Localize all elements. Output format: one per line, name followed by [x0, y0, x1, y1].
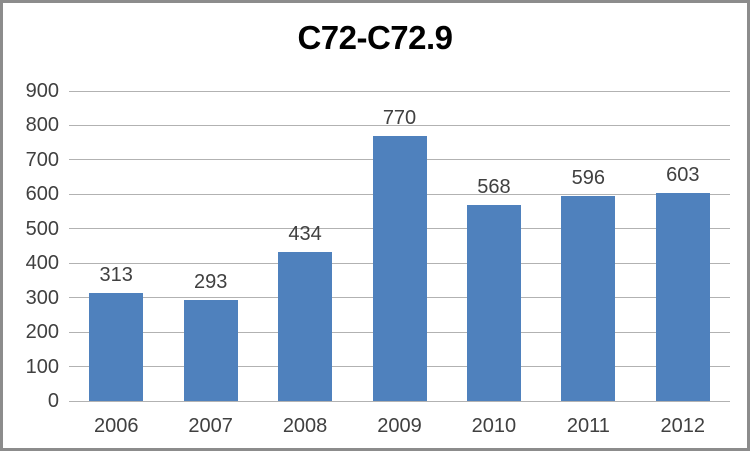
y-tick-label: 0: [47, 390, 59, 412]
bar-value-label: 434: [288, 222, 322, 245]
bar: [278, 251, 333, 401]
y-tick-label: 400: [25, 252, 59, 275]
bar-value-label: 313: [99, 264, 133, 287]
bar: [183, 300, 238, 401]
y-tick-label: 800: [25, 114, 59, 137]
bar-value-label: 568: [477, 176, 511, 199]
y-tick-label: 200: [25, 321, 59, 344]
bar: [561, 195, 616, 401]
bar-value-label: 596: [571, 166, 606, 189]
gridline: [69, 400, 730, 402]
gridline: [69, 90, 730, 92]
bar-value-label: 603: [666, 164, 700, 187]
x-tick-label: 2006: [93, 415, 139, 437]
gridline: [69, 124, 730, 126]
bar: [466, 205, 521, 401]
bar-value-label: 770: [382, 106, 417, 129]
y-tick-label: 500: [25, 217, 59, 240]
y-tick-label: 700: [25, 148, 59, 171]
x-tick-label: 2009: [377, 415, 422, 437]
x-tick-label: 2007: [188, 415, 233, 437]
x-tick-label: 2010: [471, 415, 517, 437]
bar: [89, 293, 144, 401]
y-tick-label: 100: [25, 355, 59, 378]
bar: [372, 135, 427, 401]
y-tick-label: 600: [25, 183, 59, 206]
bar-value-label: 293: [193, 271, 228, 294]
x-tick-label: 2008: [282, 415, 328, 437]
y-tick-label: 900: [25, 80, 59, 102]
y-tick-label: 300: [25, 286, 59, 309]
chart-title: C72-C72.9: [297, 19, 453, 56]
x-tick-label: 2011: [566, 415, 610, 437]
x-tick-label: 2012: [660, 415, 706, 437]
bar: [655, 193, 710, 401]
